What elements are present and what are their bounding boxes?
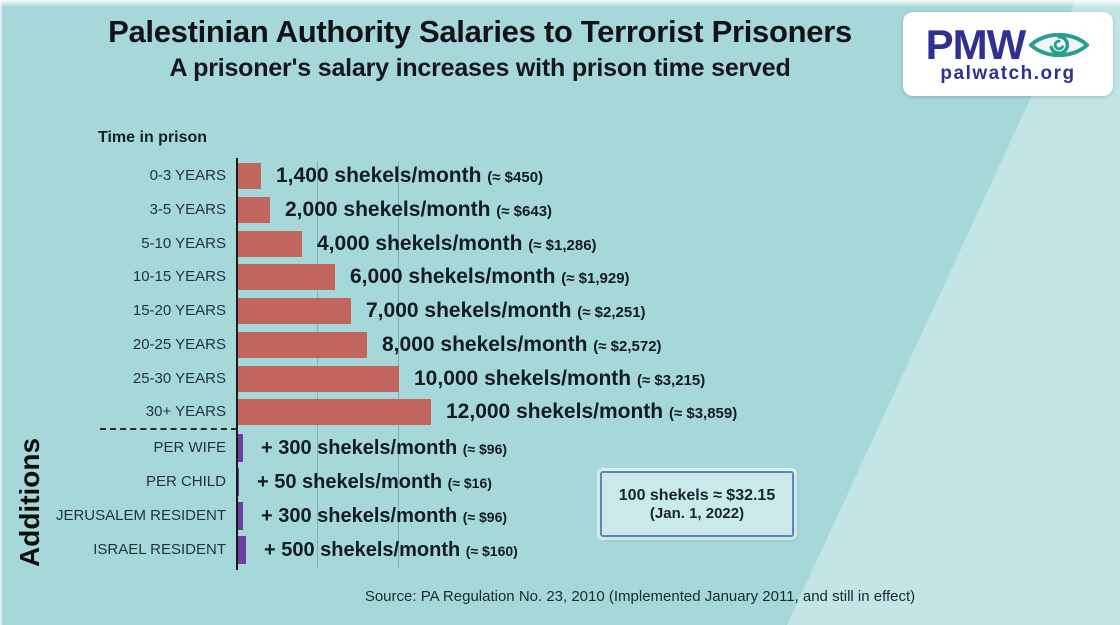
value-label: 1,400 shekels/month (≈ $450)	[276, 159, 543, 195]
addition-row: ISRAEL RESIDENT + 500 shekels/month (≈ $1…	[0, 533, 1120, 567]
approx-text: (≈ $1,929)	[561, 270, 630, 288]
bar-rows: 0-3 YEARS 1,400 shekels/month (≈ $450) 3-5…	[0, 159, 1120, 431]
salary-bar	[238, 331, 367, 358]
approx-text: (≈ $450)	[487, 169, 544, 186]
category-label: PER WIFE	[153, 439, 226, 456]
category-label: 0-3 YEARS	[149, 167, 226, 184]
approx-text: (≈ $643)	[496, 202, 553, 220]
salary-bar	[238, 163, 261, 189]
salary-bar	[238, 196, 270, 223]
eye-icon	[1029, 32, 1090, 57]
amount-text: 4,000 shekels/month	[317, 231, 523, 255]
category-label: 3-5 YEARS	[149, 200, 226, 218]
approx-text: (≈ $160)	[465, 543, 518, 559]
salary-bar	[238, 399, 431, 426]
amount-text: + 500 shekels/month	[264, 539, 461, 561]
logo-acronym: PMW	[925, 20, 1027, 68]
bar-row: 10-15 YEARS 6,000 shekels/month (≈ $1,929…	[0, 260, 1120, 294]
exchange-rate: 100 shekels ≈ $32.15	[618, 486, 776, 504]
approx-text: (≈ $2,572)	[593, 337, 662, 355]
amount-text: 1,400 shekels/month	[276, 164, 482, 187]
exchange-note-box: 100 shekels ≈ $32.15 (Jan. 1, 2022)	[600, 471, 794, 537]
source-note: Source: PA Regulation No. 23, 2010 (Impl…	[364, 588, 916, 605]
value-label: + 50 shekels/month (≈ $16)	[257, 465, 492, 500]
frame-top-edge	[0, 0, 1120, 7]
pmw-logo: PMW palwatch.org	[903, 12, 1113, 96]
amount-text: 6,000 shekels/month	[350, 265, 556, 289]
bar-row: 25-30 YEARS 10,000 shekels/month (≈ $3,21…	[0, 362, 1120, 396]
bar-row: 20-25 YEARS 8,000 shekels/month (≈ $2,572…	[0, 328, 1120, 362]
bar-row: 30+ YEARS 12,000 shekels/month (≈ $3,859)	[0, 395, 1120, 429]
amount-text: 7,000 shekels/month	[366, 299, 572, 322]
gridline-10000	[398, 162, 399, 568]
value-label: + 300 shekels/month (≈ $96)	[261, 499, 507, 534]
subtitle: A prisoner's salary increases with priso…	[169, 54, 791, 82]
value-label: 7,000 shekels/month (≈ $2,251)	[366, 294, 646, 330]
amount-text: + 50 shekels/month	[257, 471, 443, 493]
logo-row: PMW	[925, 20, 1091, 68]
approx-text: (≈ $96)	[462, 509, 508, 525]
frame-left-edge	[0, 0, 3, 625]
main-title: Palestinian Authority Salaries to Terror…	[108, 14, 852, 49]
value-label: 8,000 shekels/month (≈ $2,572)	[382, 328, 662, 364]
value-label: 12,000 shekels/month (≈ $3,859)	[446, 395, 737, 431]
approx-text: (≈ $16)	[447, 475, 492, 491]
category-label: 25-30 YEARS	[132, 369, 226, 387]
approx-text: (≈ $2,251)	[577, 304, 646, 321]
addition-bar	[238, 434, 243, 462]
addition-row: PER CHILD + 50 shekels/month (≈ $16)	[0, 465, 1120, 499]
amount-text: 8,000 shekels/month	[382, 332, 588, 356]
dashed-separator	[100, 428, 237, 430]
salary-bar	[238, 230, 302, 257]
value-label: 2,000 shekels/month (≈ $643)	[285, 193, 552, 229]
salary-bar	[238, 365, 399, 392]
amount-text: + 300 shekels/month	[261, 505, 458, 527]
addition-bar	[238, 536, 246, 564]
category-label: ISRAEL RESIDENT	[93, 541, 226, 558]
approx-text: (≈ $3,215)	[636, 371, 706, 389]
additions-label: Additions	[14, 437, 45, 567]
addition-row: PER WIFE + 300 shekels/month (≈ $96)	[0, 431, 1120, 465]
time-in-prison-label: Time in prison	[98, 129, 208, 146]
category-label: 20-25 YEARS	[132, 335, 226, 353]
approx-text: (≈ $1,286)	[528, 236, 597, 254]
addition-row: JERUSALEM RESIDENT + 300 shekels/month (≈…	[0, 499, 1120, 533]
salary-bar	[238, 298, 351, 324]
value-label: 10,000 shekels/month (≈ $3,215)	[414, 362, 705, 398]
category-label: PER CHILD	[145, 473, 226, 490]
amount-text: 12,000 shekels/month	[446, 400, 664, 424]
category-label: JERUSALEM RESIDENT	[55, 507, 226, 524]
salary-bar	[238, 264, 335, 291]
category-label: 15-20 YEARS	[132, 302, 226, 319]
category-label: 30+ YEARS	[145, 403, 226, 421]
value-label: 4,000 shekels/month (≈ $1,286)	[317, 227, 597, 263]
value-label: + 500 shekels/month (≈ $160)	[264, 533, 518, 568]
addition-rows: PER WIFE + 300 shekels/month (≈ $96) PER C…	[0, 431, 1120, 568]
bar-row: 15-20 YEARS 7,000 shekels/month (≈ $2,251…	[0, 294, 1120, 328]
exchange-date: (Jan. 1, 2022)	[649, 504, 745, 522]
value-label: + 300 shekels/month (≈ $96)	[261, 431, 507, 466]
addition-bar	[238, 468, 239, 496]
amount-text: 10,000 shekels/month	[414, 366, 632, 390]
approx-text: (≈ $96)	[462, 441, 508, 457]
category-label: 5-10 YEARS	[141, 234, 226, 252]
logo-domain: palwatch.org	[940, 62, 1076, 84]
gridline-5000	[317, 162, 318, 568]
category-label: 10-15 YEARS	[132, 268, 226, 286]
value-label: 6,000 shekels/month (≈ $1,929)	[350, 260, 630, 296]
bar-row: 3-5 YEARS 2,000 shekels/month (≈ $643)	[0, 193, 1120, 227]
axis-line	[236, 158, 238, 570]
amount-text: + 300 shekels/month	[261, 437, 458, 459]
bar-row: 0-3 YEARS 1,400 shekels/month (≈ $450)	[0, 159, 1120, 193]
bar-row: 5-10 YEARS 4,000 shekels/month (≈ $1,286)	[0, 227, 1120, 261]
approx-text: (≈ $3,859)	[668, 405, 738, 423]
header: Palestinian Authority Salaries to Terror…	[25, 14, 935, 83]
addition-bar	[238, 502, 243, 530]
amount-text: 2,000 shekels/month	[285, 197, 491, 221]
